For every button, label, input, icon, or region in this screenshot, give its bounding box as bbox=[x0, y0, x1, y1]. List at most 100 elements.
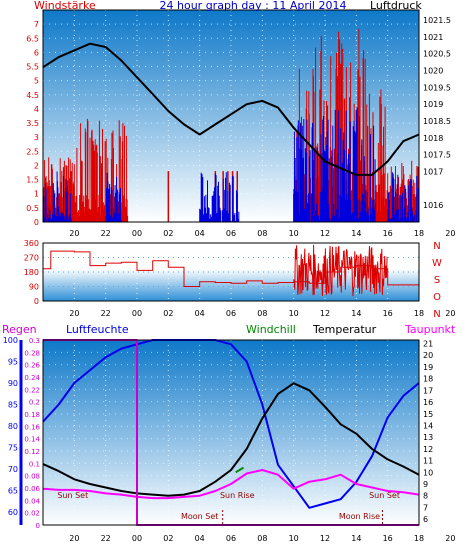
wind-gust-bars bbox=[105, 172, 122, 222]
temperature-tick-label: 13 bbox=[423, 433, 433, 442]
direction-tick-label: 0 bbox=[34, 297, 39, 306]
wind-tick-label: 0.5 bbox=[26, 204, 39, 213]
pressure-tick-label: 1018 bbox=[423, 134, 443, 143]
time-tick-label: 14 bbox=[351, 229, 361, 238]
top-panel-frame bbox=[42, 9, 420, 223]
time-tick-label: 10 bbox=[289, 534, 299, 543]
humidity-tick-label: 70 bbox=[8, 465, 18, 474]
humidity-line bbox=[42, 339, 420, 509]
pressure-tick-label: 1017.5 bbox=[423, 151, 451, 160]
wind-tick-label: 4.5 bbox=[26, 91, 39, 100]
wind-tick-label: 3 bbox=[34, 133, 39, 142]
compass-letter: N bbox=[433, 309, 440, 320]
wind-direction-line bbox=[43, 250, 420, 287]
wind-gust-bars bbox=[42, 171, 419, 222]
rain-tick-label: 0.1 bbox=[29, 460, 40, 468]
humidity-tick-label: 85 bbox=[8, 401, 18, 410]
time-tick-label: 04 bbox=[195, 534, 205, 543]
rain-tick-label: 0.22 bbox=[24, 386, 40, 394]
time-tick-label: 00 bbox=[132, 309, 142, 318]
wind-gust-bars bbox=[293, 107, 376, 222]
rain-tick-label: 0.04 bbox=[24, 497, 40, 505]
time-tick-label: 22 bbox=[101, 534, 111, 543]
time-tick-label: 20 bbox=[445, 229, 455, 238]
pressure-tick-label: 1019.5 bbox=[423, 83, 451, 92]
sun-event-label: Sun Set bbox=[57, 491, 88, 500]
direction-tick-label: 90 bbox=[29, 283, 39, 292]
time-tick-label: 10 bbox=[289, 309, 299, 318]
time-tick-label: 04 bbox=[195, 229, 205, 238]
temperature-tick-label: 17 bbox=[423, 386, 433, 395]
rain-tick-label: 0.16 bbox=[24, 423, 40, 431]
temperature-tick-label: 10 bbox=[423, 468, 433, 477]
compass-letter: W bbox=[432, 258, 442, 269]
temperature-tick-label: 12 bbox=[423, 445, 433, 454]
moon-event-label: Moon Rise bbox=[339, 512, 380, 521]
time-tick-label: 00 bbox=[132, 229, 142, 238]
time-tick-label: 00 bbox=[132, 534, 142, 543]
wind-tick-label: 2 bbox=[34, 161, 39, 170]
wind-direction-noise bbox=[293, 244, 388, 297]
temperature-tick-label: 14 bbox=[423, 421, 433, 430]
time-tick-label: 14 bbox=[351, 534, 361, 543]
compass-letter: O bbox=[433, 292, 441, 303]
pressure-tick-label: 1020 bbox=[423, 67, 443, 76]
time-tick-label: 20 bbox=[69, 309, 79, 318]
wind-tick-label: 1.5 bbox=[26, 176, 39, 185]
time-tick-label: 06 bbox=[226, 309, 236, 318]
direction-tick-label: 180 bbox=[24, 268, 39, 277]
humidity-tick-label: 65 bbox=[8, 487, 18, 496]
temperature-tick-label: 8 bbox=[423, 492, 428, 501]
time-tick-label: 04 bbox=[195, 309, 205, 318]
time-tick-label: 08 bbox=[257, 309, 267, 318]
wind-tick-label: 5.5 bbox=[26, 63, 39, 72]
time-tick-label: 16 bbox=[383, 534, 393, 543]
rain-tick-label: 0.2 bbox=[29, 399, 40, 407]
direction-panel-background bbox=[43, 243, 419, 301]
time-tick-label: 16 bbox=[383, 309, 393, 318]
time-tick-label: 06 bbox=[226, 229, 236, 238]
time-tick-label: 12 bbox=[320, 534, 330, 543]
temperature-line bbox=[42, 382, 420, 497]
compass-letter: N bbox=[433, 241, 440, 252]
rain-tick-label: 0.26 bbox=[24, 362, 40, 370]
time-tick-label: 12 bbox=[320, 309, 330, 318]
chart-title: 24 hour graph day : 11 April 2014 bbox=[160, 0, 347, 12]
temperature-tick-label: 21 bbox=[423, 340, 433, 349]
pressure-tick-label: 1018.5 bbox=[423, 117, 451, 126]
temperature-tick-label: 11 bbox=[423, 457, 433, 466]
humidity-tick-label: 80 bbox=[8, 422, 18, 431]
wind-tick-label: 4 bbox=[34, 105, 39, 114]
time-tick-label: 18 bbox=[414, 534, 424, 543]
wind-tick-label: 0 bbox=[34, 218, 39, 227]
rain-tick-label: 0.14 bbox=[24, 436, 40, 444]
temperature-tick-label: 7 bbox=[423, 503, 428, 512]
time-tick-label: 18 bbox=[414, 309, 424, 318]
time-tick-label: 08 bbox=[257, 534, 267, 543]
sun-event-label: Sun Set bbox=[369, 491, 400, 500]
windchill-legend-label: Windchill bbox=[246, 323, 296, 336]
humidity-tick-label: 90 bbox=[8, 379, 18, 388]
humidity-tick-label: 75 bbox=[8, 444, 18, 453]
direction-tick-label: 360 bbox=[24, 239, 39, 248]
sun-event-label: Sun Rise bbox=[220, 491, 255, 500]
wind-tick-label: 6.5 bbox=[26, 34, 39, 43]
rain-tick-label: 0.06 bbox=[24, 485, 40, 493]
humidity-tick-label: 95 bbox=[8, 358, 18, 367]
temperature-tick-label: 16 bbox=[423, 398, 433, 407]
temperature-tick-label: 15 bbox=[423, 410, 433, 419]
pressure-tick-label: 1021.5 bbox=[423, 16, 451, 25]
pressure-tick-label: 1017 bbox=[423, 168, 443, 177]
humidity-tick-label: 60 bbox=[8, 508, 18, 517]
time-tick-label: 16 bbox=[383, 229, 393, 238]
wind-tick-label: 1 bbox=[34, 190, 39, 199]
wind-tick-label: 2.5 bbox=[26, 147, 39, 156]
time-tick-label: 02 bbox=[163, 309, 173, 318]
time-tick-label: 12 bbox=[320, 229, 330, 238]
temperature-tick-label: 18 bbox=[423, 375, 433, 384]
humidity-legend-label: Luftfeuchte bbox=[66, 323, 129, 336]
rain-tick-label: 0.24 bbox=[24, 374, 40, 382]
temperature-tick-label: 20 bbox=[423, 351, 433, 360]
temperature-tick-label: 6 bbox=[423, 515, 428, 524]
rain-tick-label: 0.02 bbox=[24, 510, 40, 518]
